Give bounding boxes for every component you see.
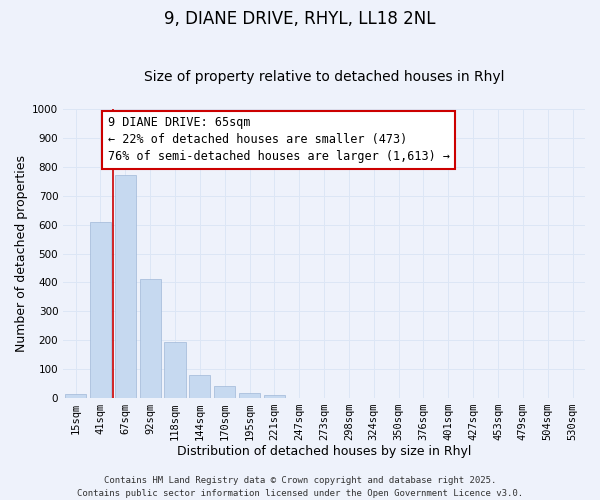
Text: 9 DIANE DRIVE: 65sqm
← 22% of detached houses are smaller (473)
76% of semi-deta: 9 DIANE DRIVE: 65sqm ← 22% of detached h… <box>107 116 449 164</box>
Y-axis label: Number of detached properties: Number of detached properties <box>15 155 28 352</box>
Bar <box>115 175 136 398</box>
Text: Contains HM Land Registry data © Crown copyright and database right 2025.
Contai: Contains HM Land Registry data © Crown c… <box>77 476 523 498</box>
Bar <box>189 376 211 398</box>
Bar <box>164 342 185 398</box>
Bar <box>239 394 260 398</box>
X-axis label: Distribution of detached houses by size in Rhyl: Distribution of detached houses by size … <box>177 444 471 458</box>
Bar <box>264 395 285 398</box>
Title: Size of property relative to detached houses in Rhyl: Size of property relative to detached ho… <box>144 70 505 85</box>
Text: 9, DIANE DRIVE, RHYL, LL18 2NL: 9, DIANE DRIVE, RHYL, LL18 2NL <box>164 10 436 28</box>
Bar <box>65 394 86 398</box>
Bar <box>140 278 161 398</box>
Bar <box>214 386 235 398</box>
Bar <box>90 222 111 398</box>
